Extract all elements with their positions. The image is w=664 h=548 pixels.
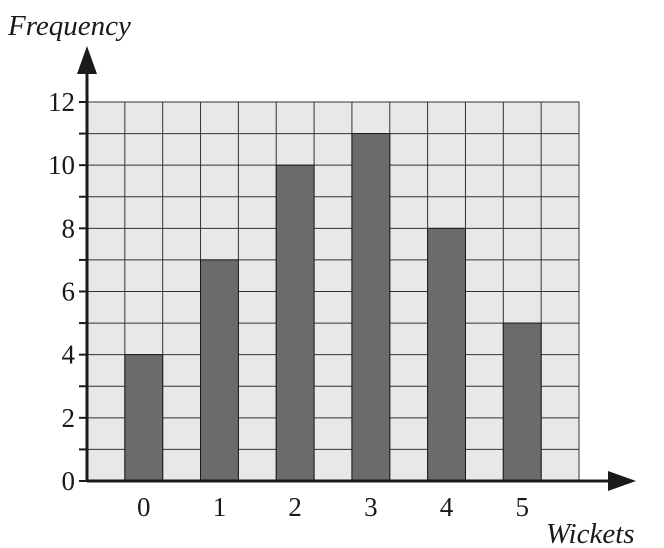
x-tick-label: 2 bbox=[288, 492, 302, 522]
y-tick-label: 0 bbox=[62, 466, 76, 496]
y-tick-label: 4 bbox=[62, 340, 76, 370]
bar-3 bbox=[351, 133, 391, 482]
x-tick-label: 5 bbox=[515, 492, 529, 522]
bars bbox=[124, 133, 542, 482]
bar-4 bbox=[427, 227, 466, 482]
bar-5 bbox=[502, 322, 542, 482]
y-axis-title: Frequency bbox=[7, 10, 131, 42]
axes bbox=[77, 46, 636, 491]
y-tick-label: 10 bbox=[48, 150, 75, 180]
y-axis-arrow bbox=[77, 46, 97, 74]
bar-1 bbox=[200, 259, 239, 482]
x-axis-arrow bbox=[608, 471, 636, 491]
y-tick-label: 6 bbox=[62, 277, 76, 307]
bar-0 bbox=[124, 354, 164, 482]
x-tick-label: 3 bbox=[364, 492, 378, 522]
x-tick-label: 1 bbox=[213, 492, 227, 522]
y-tick-label: 8 bbox=[62, 213, 76, 243]
x-axis-title: Wickets bbox=[546, 518, 635, 548]
x-tick-label: 0 bbox=[137, 492, 151, 522]
bar-2 bbox=[275, 164, 315, 482]
y-tick-label: 12 bbox=[48, 87, 75, 117]
x-tick-label: 4 bbox=[440, 492, 454, 522]
grid bbox=[86, 101, 580, 482]
y-tick-label: 2 bbox=[62, 403, 76, 433]
